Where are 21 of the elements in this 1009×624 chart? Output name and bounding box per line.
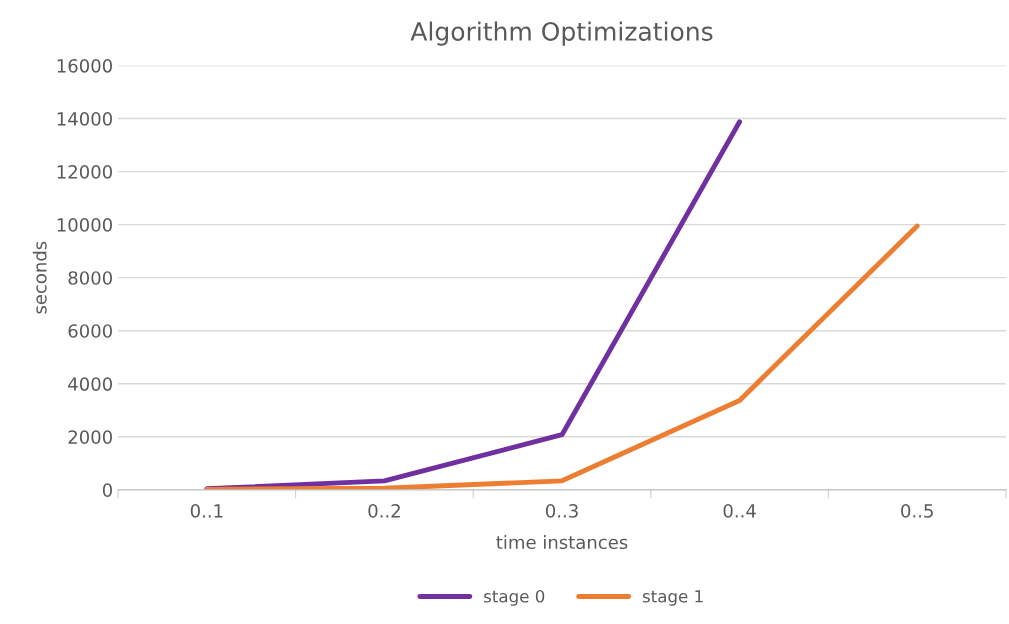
x-tick-label: 0..4 <box>723 504 756 518</box>
line-series <box>204 119 743 490</box>
line-series <box>204 223 920 490</box>
y-tick-label: 8000 <box>68 271 112 285</box>
x-tick-label: 0..2 <box>368 504 400 518</box>
y-tick-label: 2000 <box>68 430 112 444</box>
legend-label: stage 0 <box>484 590 545 606</box>
x-tick-label: 0..1 <box>190 504 223 518</box>
y-tick-label: 16000 <box>57 58 112 73</box>
y-tick-label: 4000 <box>68 377 112 391</box>
legend-label: stage 1 <box>642 590 703 606</box>
x-tick-label: 0..3 <box>545 504 578 518</box>
chart-title: Algorithm Optimizations <box>410 21 713 46</box>
x-tick-label: 0..5 <box>901 504 933 518</box>
y-axis-title: seconds <box>32 241 47 314</box>
y-tick-label: 10000 <box>57 218 112 232</box>
x-axis-title: time instances <box>496 535 628 550</box>
y-tick-label: 0 <box>102 483 112 497</box>
y-tick-label: 14000 <box>57 112 112 126</box>
y-tick-label: 12000 <box>57 165 112 179</box>
y-tick-label: 6000 <box>68 324 112 338</box>
